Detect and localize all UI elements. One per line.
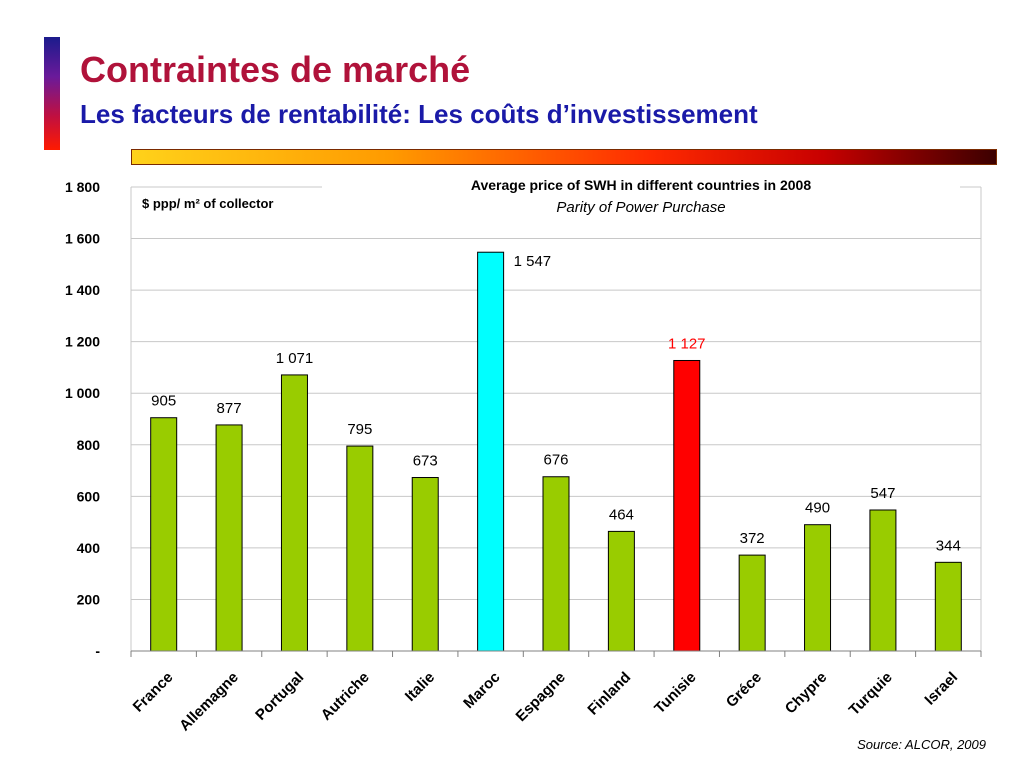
bar-finland [607,530,635,652]
y-tick-label: 1 800 [65,179,100,195]
bar-israel [934,561,962,652]
category-label-allemagne: Allemagne [176,669,242,735]
data-label-chypre: 490 [805,500,830,517]
chart-title-backdrop [322,172,960,220]
data-label-tunisie: 1 127 [668,335,706,352]
bar-tunisie [673,359,701,652]
data-label-france: 905 [151,393,176,410]
y-tick-label: 600 [77,488,101,504]
category-label-finland: Finland [584,669,634,719]
category-label-autriche: Autriche [318,669,373,724]
title-accent-bar [44,37,60,150]
axes [130,187,982,657]
data-label-allemagne: 877 [217,400,242,417]
y-tick-label: 1 400 [65,282,100,298]
y-tick-labels: - 200 400 600 800 1 000 1 200 1 400 1 600 1 800 [65,179,100,659]
data-label-israel: 344 [936,537,961,554]
ylabel-backdrop [137,190,309,218]
category-label-turquie: Turquie [846,669,896,719]
bar-espagne [542,476,570,652]
category-label-espagne: Espagne [513,669,569,725]
category-labels: France Allemagne Portugal Autriche Italie Mar… [130,669,961,735]
y-tick-label: - [95,643,100,659]
data-label-italie: 673 [413,453,438,470]
bar-chypre [804,524,832,652]
category-label-maroc: Maroc [460,669,503,712]
category-label-israel: Israel [921,669,961,709]
category-label-france: France [130,669,177,716]
y-tick-label: 1 200 [65,334,100,350]
category-label-portugal: Portugal [252,669,307,724]
category-label-italie: Italie [402,669,438,705]
bar-maroc [477,251,505,652]
y-tick-label: 200 [77,591,101,607]
y-axis-label: $ ppp/ m² of collector [142,196,273,211]
source-note: Source: ALCOR, 2009 [857,737,986,752]
bar-turquie [869,509,897,652]
category-label-tunisie: Tunisie [651,669,699,717]
bar-autriche [346,445,374,652]
gradient-divider [131,149,997,165]
bar-italie [411,477,439,652]
y-tick-label: 800 [77,437,101,453]
y-tick-label: 1 600 [65,231,100,247]
chart-subtitle: Parity of Power Purchase [556,199,725,216]
data-label-portugal: 1 071 [276,350,314,367]
data-label-gréce: 372 [740,530,765,547]
bars [150,251,962,652]
data-label-finland: 464 [609,506,634,523]
category-label-gréce: Gréce [723,669,765,711]
category-label-chypre: Chypre [782,669,831,718]
data-label-espagne: 676 [543,452,568,469]
slide-title: Contraintes de marché [80,49,471,90]
y-tick-label: 400 [77,540,101,556]
bar-allemagne [215,424,243,652]
data-label-maroc: 1 547 [514,253,552,270]
data-labels: 905 877 1 071 795 673 1 547 676 464 1 127 372 490 5… [151,253,961,554]
slide-subtitle: Les facteurs de rentabilité: Les coûts d… [80,99,758,129]
y-tick-label: 1 000 [65,385,100,401]
bar-france [150,417,178,652]
bar-gréce [738,554,766,652]
data-label-autriche: 795 [347,421,372,438]
data-label-turquie: 547 [870,485,895,502]
bar-portugal [280,374,308,652]
chart-title: Average price of SWH in different countr… [471,177,811,193]
